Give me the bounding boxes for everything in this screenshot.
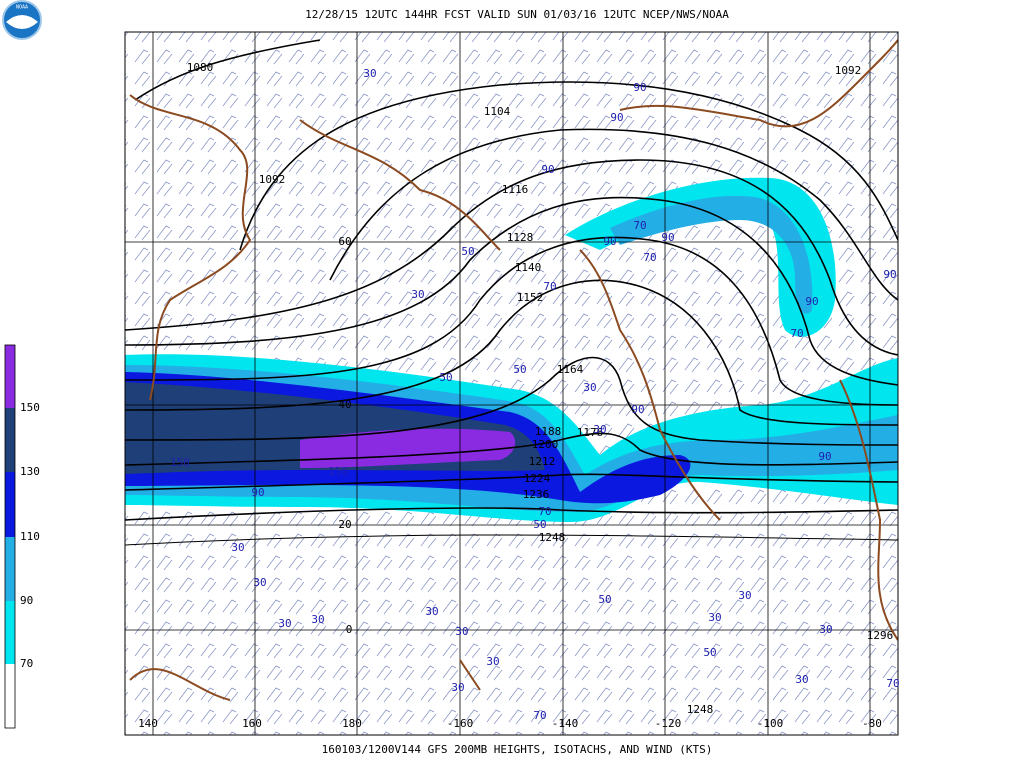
isotach-label: 30 <box>738 589 751 602</box>
isotach-label: 30 <box>363 67 376 80</box>
contour-label: 1080 <box>187 61 214 74</box>
isotach-label: 70 <box>886 677 899 690</box>
colorbar-label: 70 <box>20 657 33 670</box>
isotach-label: 30 <box>593 423 606 436</box>
isotach-label: 70 <box>643 251 656 264</box>
lat-label: 40 <box>338 398 351 411</box>
isotach-label: 30 <box>708 611 721 624</box>
lon-label: -80 <box>862 717 882 730</box>
contour-label: 1248 <box>687 703 714 716</box>
contour-label: 1092 <box>835 64 862 77</box>
isotach-label: 30 <box>311 613 324 626</box>
isotach-label: 70 <box>790 327 803 340</box>
lon-label: -100 <box>757 717 784 730</box>
isotach-label: 150 <box>328 465 348 478</box>
isotach-label: 30 <box>583 381 596 394</box>
isotach-label: 30 <box>411 288 424 301</box>
colorbar-label: 130 <box>20 465 40 478</box>
isotach-label: 90 <box>603 235 616 248</box>
contour-label: 1200 <box>532 438 559 451</box>
header-title: 12/28/15 12UTC 144HR FCST VALID SUN 01/0… <box>305 8 729 21</box>
isotach-label: 90 <box>661 231 674 244</box>
isotach-label: 50 <box>513 363 526 376</box>
map <box>125 32 898 735</box>
lon-label: 180 <box>342 717 362 730</box>
contour-label: 1152 <box>517 291 544 304</box>
isotach-label: 30 <box>795 673 808 686</box>
isotach-label: 30 <box>425 605 438 618</box>
contour-label: 1140 <box>515 261 542 274</box>
contour-label: 1092 <box>259 173 286 186</box>
isotach-label: 50 <box>703 646 716 659</box>
isotach-label: 50 <box>439 371 452 384</box>
lon-label: -120 <box>655 717 682 730</box>
isotach-label: 150 <box>170 456 190 469</box>
footer-caption: 160103/1200V144 GFS 200MB HEIGHTS, ISOTA… <box>322 743 713 756</box>
contour-label: 1188 <box>535 425 562 438</box>
contour-label: 1224 <box>524 472 551 485</box>
contour-label: 1104 <box>484 105 511 118</box>
contour-label: 1248 <box>539 531 566 544</box>
isotach-label: 50 <box>598 593 611 606</box>
isotach-label: 70 <box>533 709 546 722</box>
isotach-label: 90 <box>883 268 896 281</box>
colorbar-label: 150 <box>20 401 40 414</box>
contour-label: 1212 <box>529 455 556 468</box>
colorbar-label: 110 <box>20 530 40 543</box>
contour-label: 1116 <box>502 183 529 196</box>
isotach-label: 30 <box>451 681 464 694</box>
lon-label: 160 <box>242 717 262 730</box>
isotach-label: 90 <box>818 450 831 463</box>
lat-label: 0 <box>346 623 353 636</box>
contour-label: 1296 <box>867 629 894 642</box>
isotach-label: 90 <box>631 403 644 416</box>
isotach-label: 90 <box>541 163 554 176</box>
lat-label: 20 <box>338 518 351 531</box>
isotach-label: 30 <box>231 541 244 554</box>
isotach-label: 50 <box>533 518 546 531</box>
isotach-label: 70 <box>633 219 646 232</box>
logo-text: NOAA <box>16 5 28 11</box>
isotach-label: 30 <box>253 576 266 589</box>
isotach-label: 90 <box>805 295 818 308</box>
lon-label: -160 <box>447 717 474 730</box>
colorbar <box>4 344 16 729</box>
contour-label: 1236 <box>523 488 550 501</box>
colorbar-label: 90 <box>20 594 33 607</box>
lon-label: -140 <box>552 717 579 730</box>
isotach-label: 70 <box>538 505 551 518</box>
isotach-label: 90 <box>610 111 623 124</box>
isotach-label: 30 <box>486 655 499 668</box>
isotach-label: 30 <box>278 617 291 630</box>
contour-label: 1164 <box>557 363 584 376</box>
isotach-label: 50 <box>461 245 474 258</box>
contour-label: 1128 <box>507 231 534 244</box>
isotach-label: 90 <box>633 81 646 94</box>
logo: NOAA <box>2 0 42 40</box>
lon-label: 140 <box>138 717 158 730</box>
lat-label: 60 <box>338 235 351 248</box>
contour-label: 1176 <box>577 426 604 439</box>
isotach-label: 70 <box>543 280 556 293</box>
isotach-label: 30 <box>455 625 468 638</box>
isotach-label: 90 <box>251 486 264 499</box>
isotach-label: 30 <box>819 623 832 636</box>
